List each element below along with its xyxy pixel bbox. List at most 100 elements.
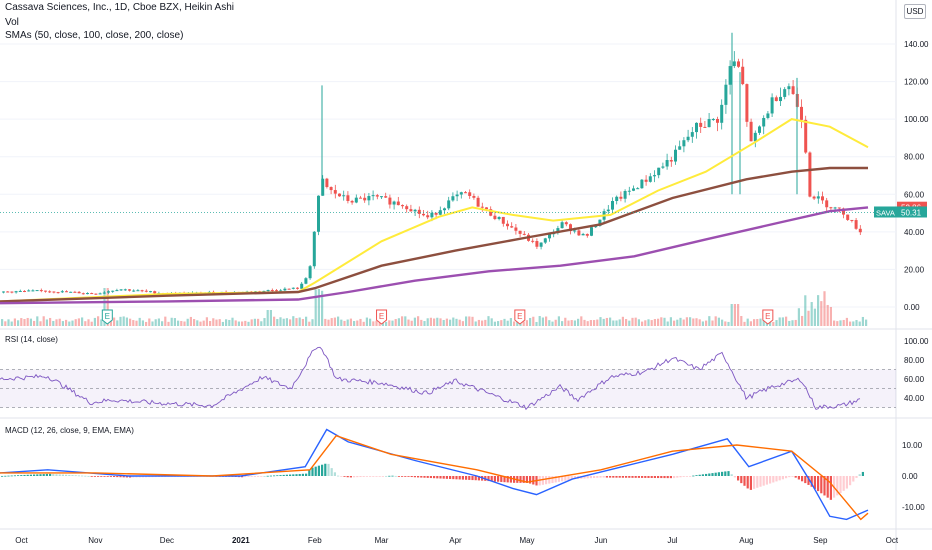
price-candle: [430, 213, 433, 218]
macd-histogram-bar: [23, 475, 25, 476]
macd-histogram-bar: [59, 474, 61, 476]
macd-histogram-bar: [737, 476, 739, 480]
macd-histogram-bar: [334, 472, 336, 476]
price-candle: [519, 231, 522, 234]
volume-bar: [731, 304, 733, 326]
macd-histogram-bar: [593, 476, 595, 478]
macd-histogram-bar: [407, 476, 409, 477]
volume-bar: [91, 322, 93, 326]
price-candle: [775, 97, 778, 101]
macd-histogram-bar: [715, 473, 717, 476]
volume-bar: [151, 321, 153, 326]
macd-histogram-bar: [548, 476, 550, 484]
volume-bar: [359, 319, 361, 326]
price-candle: [514, 228, 517, 231]
macd-histogram-bar: [260, 476, 262, 477]
price-candle: [418, 210, 421, 214]
macd-histogram-bar: [33, 474, 35, 476]
price-candle: [292, 288, 295, 289]
macd-histogram-bar: [385, 476, 387, 477]
macd-histogram-bar: [830, 476, 832, 500]
volume-bar: [772, 322, 774, 326]
macd-histogram-bar: [321, 465, 323, 476]
price-candle: [586, 234, 589, 236]
macd-histogram-bar: [734, 476, 736, 477]
macd-histogram-bar: [654, 476, 656, 478]
volume-bar: [775, 320, 777, 326]
volume-bar: [43, 316, 45, 326]
macd-histogram-bar: [635, 476, 637, 478]
price-candle: [132, 291, 135, 292]
price-candle: [502, 217, 505, 224]
macd-histogram-bar: [679, 476, 681, 477]
macd-histogram-bar: [619, 476, 621, 478]
price-candle: [65, 291, 68, 292]
volume-bar: [676, 320, 678, 326]
volume-bar: [615, 320, 617, 326]
price-axis-tick: 20.00: [904, 265, 925, 274]
price-candle: [544, 238, 547, 242]
volume-bar: [561, 321, 563, 326]
volume-bar: [299, 317, 301, 326]
volume-bar: [257, 319, 259, 326]
volume-bar: [235, 320, 237, 326]
macd-histogram-bar: [798, 476, 800, 479]
volume-bar: [78, 318, 80, 326]
volume-bar: [619, 319, 621, 326]
macd-histogram-bar: [628, 476, 630, 478]
macd-histogram-bar: [36, 474, 38, 476]
volume-bar: [177, 321, 179, 326]
volume-bar: [190, 317, 192, 326]
macd-histogram-bar: [692, 476, 694, 477]
volume-bar: [455, 319, 457, 326]
volume-bar: [11, 322, 13, 326]
macd-histogram-bar: [462, 476, 464, 480]
volume-bar: [494, 322, 496, 326]
price-axis-tick: 40.00: [904, 228, 925, 237]
volume-bar: [20, 318, 22, 326]
volume-bar: [433, 318, 435, 326]
volume-bar: [651, 320, 653, 326]
macd-histogram-bar: [510, 476, 512, 483]
volume-bar: [94, 318, 96, 326]
volume-bar: [446, 319, 448, 326]
price-candle: [90, 293, 93, 294]
macd-histogram-bar: [251, 476, 253, 477]
volume-bar: [193, 319, 195, 326]
volume-bar: [142, 320, 144, 326]
volume-bar: [583, 320, 585, 326]
macd-histogram-bar: [753, 476, 755, 489]
macd-histogram-bar: [599, 476, 601, 478]
volume-bar: [692, 318, 694, 326]
price-candle: [153, 291, 156, 293]
macd-histogram-bar: [849, 476, 851, 485]
macd-histogram-bar: [283, 475, 285, 476]
volume-bar: [65, 320, 67, 326]
macd-histogram-bar: [78, 475, 80, 476]
macd-histogram-bar: [305, 474, 307, 476]
macd-histogram-bar: [107, 476, 109, 477]
macd-histogram-bar: [689, 476, 691, 477]
price-candle: [699, 123, 702, 127]
volume-bar: [535, 322, 537, 326]
price-candle: [573, 230, 576, 231]
price-candle: [338, 194, 341, 197]
macd-histogram-bar: [27, 475, 29, 476]
macd-histogram-bar: [795, 476, 797, 478]
volume-bar: [222, 322, 224, 326]
volume-bar: [545, 317, 547, 326]
price-candle: [124, 289, 127, 290]
volume-bar: [171, 318, 173, 326]
price-candle: [447, 200, 450, 208]
price-candle: [477, 198, 480, 207]
volume-bar: [215, 320, 217, 326]
macd-histogram-bar: [859, 474, 861, 476]
volume-bar: [75, 319, 77, 326]
volume-bar: [487, 316, 489, 326]
macd-axis-tick: 10.00: [902, 441, 923, 450]
volume-bar: [59, 319, 61, 326]
macd-histogram-bar: [71, 475, 73, 476]
volume-bar: [689, 317, 691, 326]
sma-line-100: [0, 168, 868, 301]
